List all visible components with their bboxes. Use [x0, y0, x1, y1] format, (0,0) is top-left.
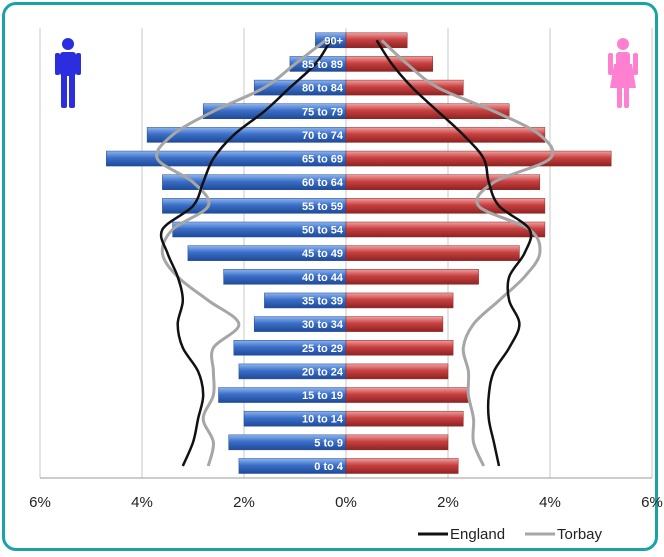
legend-torbay-label: Torbay — [557, 526, 603, 543]
age-group-label: 90+ — [324, 35, 343, 47]
line-england-male — [159, 39, 332, 467]
age-group-label: 50 to 54 — [302, 225, 344, 237]
age-group-label: 45 to 49 — [302, 248, 343, 260]
line-torbay-male — [155, 39, 327, 467]
bar-female — [345, 174, 541, 190]
bar-female — [345, 387, 469, 403]
legend-england-label: England — [450, 526, 505, 543]
x-tick-label: 4% — [131, 494, 153, 511]
age-group-label: 85 to 89 — [302, 59, 343, 71]
x-tick-label: 2% — [233, 494, 255, 511]
age-group-label: 5 to 9 — [314, 437, 343, 449]
x-tick-label: 2% — [437, 494, 459, 511]
age-group-label: 15 to 19 — [302, 390, 343, 402]
age-group-label: 10 to 14 — [302, 414, 344, 426]
bar-female — [345, 103, 510, 119]
x-tick-label: 0% — [335, 494, 357, 511]
line-torbay-female — [380, 39, 555, 467]
legend: England Torbay — [418, 526, 603, 543]
age-group-label: 55 to 59 — [302, 201, 343, 213]
x-tick-label: 4% — [539, 494, 561, 511]
bar-female — [345, 410, 464, 427]
bar-female — [345, 340, 454, 356]
bar-female — [345, 458, 459, 474]
bar-female — [345, 198, 546, 214]
bar-female — [345, 434, 449, 451]
age-group-label: 70 to 74 — [302, 130, 344, 142]
age-group-label: 40 to 44 — [302, 272, 344, 284]
male-figure-icon — [55, 38, 81, 108]
age-group-label: 35 to 39 — [302, 295, 343, 307]
age-group-label: 0 to 4 — [314, 461, 344, 473]
bar-female — [345, 292, 454, 309]
bar-female — [345, 221, 546, 238]
x-tick-label: 6% — [29, 494, 51, 511]
age-group-label: 65 to 69 — [302, 154, 343, 166]
bar-female — [345, 269, 479, 285]
age-group-label: 30 to 34 — [302, 319, 344, 331]
x-tick-label: 6% — [641, 494, 663, 511]
female-figure-icon — [608, 38, 638, 108]
age-group-label: 20 to 24 — [302, 366, 344, 378]
line-england-female — [375, 39, 533, 467]
bar-female — [345, 363, 449, 380]
age-group-label: 75 to 79 — [302, 106, 343, 118]
age-group-label: 25 to 29 — [302, 343, 343, 355]
bar-female — [345, 245, 520, 261]
bar-female — [345, 316, 444, 332]
bar-female — [345, 127, 546, 143]
age-group-label: 80 to 84 — [302, 83, 344, 95]
age-group-label: 60 to 64 — [302, 177, 344, 189]
